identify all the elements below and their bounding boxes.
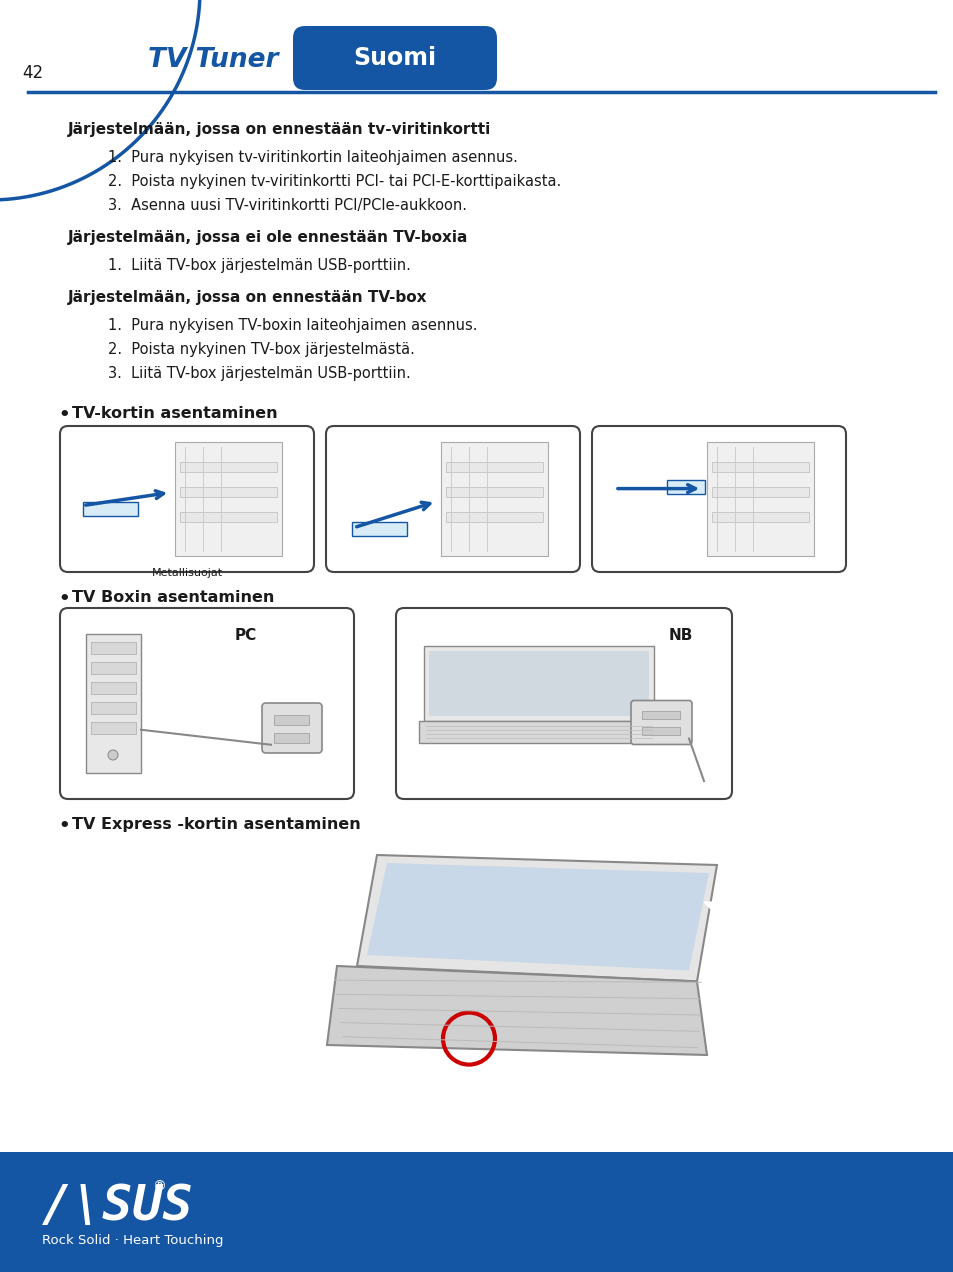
Bar [91, 702, 136, 714]
Text: Järjestelmään, jossa on ennestään tv-viritinkortti: Järjestelmään, jossa on ennestään tv-vir… [68, 122, 491, 137]
Text: 3.  Asenna uusi TV-viritinkortti PCI/PCIe-aukkoon.: 3. Asenna uusi TV-viritinkortti PCI/PCIe… [108, 198, 467, 212]
Bar [641, 711, 679, 719]
FancyBboxPatch shape [60, 608, 354, 799]
Text: NB: NB [668, 628, 693, 644]
Bar [180, 487, 277, 497]
Text: •: • [58, 590, 70, 608]
Bar [418, 721, 659, 743]
FancyBboxPatch shape [395, 608, 731, 799]
Bar [91, 661, 136, 674]
Text: 2.  Poista nykyinen TV-box järjestelmästä.: 2. Poista nykyinen TV-box järjestelmästä… [108, 342, 415, 357]
Text: Suomi: Suomi [353, 46, 436, 70]
Bar [446, 462, 542, 472]
Bar [86, 633, 141, 773]
Bar [0, 1152, 953, 1272]
FancyBboxPatch shape [592, 426, 845, 572]
Bar [446, 513, 542, 522]
Bar [91, 642, 136, 654]
Text: 2.  Poista nykyinen tv-viritinkortti PCI- tai PCI-E-korttipaikasta.: 2. Poista nykyinen tv-viritinkortti PCI-… [108, 174, 560, 190]
Bar [274, 715, 309, 725]
Text: TV Express -kortin asentaminen: TV Express -kortin asentaminen [71, 817, 360, 832]
FancyBboxPatch shape [60, 426, 314, 572]
Bar [641, 726, 679, 734]
Text: TV Tuner: TV Tuner [148, 47, 278, 73]
FancyBboxPatch shape [630, 701, 691, 744]
Text: /\SUS: /\SUS [42, 1182, 193, 1230]
Bar [423, 646, 654, 721]
Bar [711, 513, 808, 522]
Text: TV Boxin asentaminen: TV Boxin asentaminen [71, 590, 274, 605]
Text: Rock Solid · Heart Touching: Rock Solid · Heart Touching [42, 1234, 223, 1247]
Bar [429, 651, 648, 716]
Bar [180, 513, 277, 522]
Bar [711, 462, 808, 472]
FancyBboxPatch shape [293, 25, 497, 90]
Text: 42: 42 [22, 64, 43, 81]
Polygon shape [367, 862, 708, 971]
Bar [83, 501, 138, 515]
Text: Metallisuojat: Metallisuojat [152, 569, 222, 577]
FancyBboxPatch shape [262, 703, 322, 753]
Bar [175, 441, 282, 556]
Bar [666, 480, 704, 494]
Bar [446, 487, 542, 497]
Bar [352, 523, 407, 537]
Polygon shape [327, 965, 706, 1054]
Bar [440, 441, 548, 556]
Bar [91, 722, 136, 734]
Text: PC: PC [234, 628, 256, 644]
Text: ®: ® [152, 1180, 166, 1194]
Text: Järjestelmään, jossa on ennestään TV-box: Järjestelmään, jossa on ennestään TV-box [68, 290, 427, 305]
FancyBboxPatch shape [326, 426, 579, 572]
Polygon shape [356, 855, 717, 982]
Bar [706, 441, 813, 556]
Bar [180, 462, 277, 472]
Text: 3.  Liitä TV-box järjestelmän USB-porttiin.: 3. Liitä TV-box järjestelmän USB-porttii… [108, 366, 411, 382]
Text: 1.  Pura nykyisen tv-viritinkortin laiteohjaimen asennus.: 1. Pura nykyisen tv-viritinkortin laiteo… [108, 150, 517, 165]
Text: 1.  Pura nykyisen TV-boxin laiteohjaimen asennus.: 1. Pura nykyisen TV-boxin laiteohjaimen … [108, 318, 477, 333]
Bar [274, 733, 309, 743]
Text: •: • [58, 406, 70, 424]
Text: 1.  Liitä TV-box järjestelmän USB-porttiin.: 1. Liitä TV-box järjestelmän USB-porttii… [108, 258, 411, 273]
Bar [91, 682, 136, 695]
Circle shape [108, 750, 118, 759]
Text: Järjestelmään, jossa ei ole ennestään TV-boxia: Järjestelmään, jossa ei ole ennestään TV… [68, 230, 468, 245]
Text: •: • [58, 817, 70, 834]
Text: TV-kortin asentaminen: TV-kortin asentaminen [71, 406, 277, 421]
Bar [711, 487, 808, 497]
Polygon shape [703, 902, 953, 1152]
